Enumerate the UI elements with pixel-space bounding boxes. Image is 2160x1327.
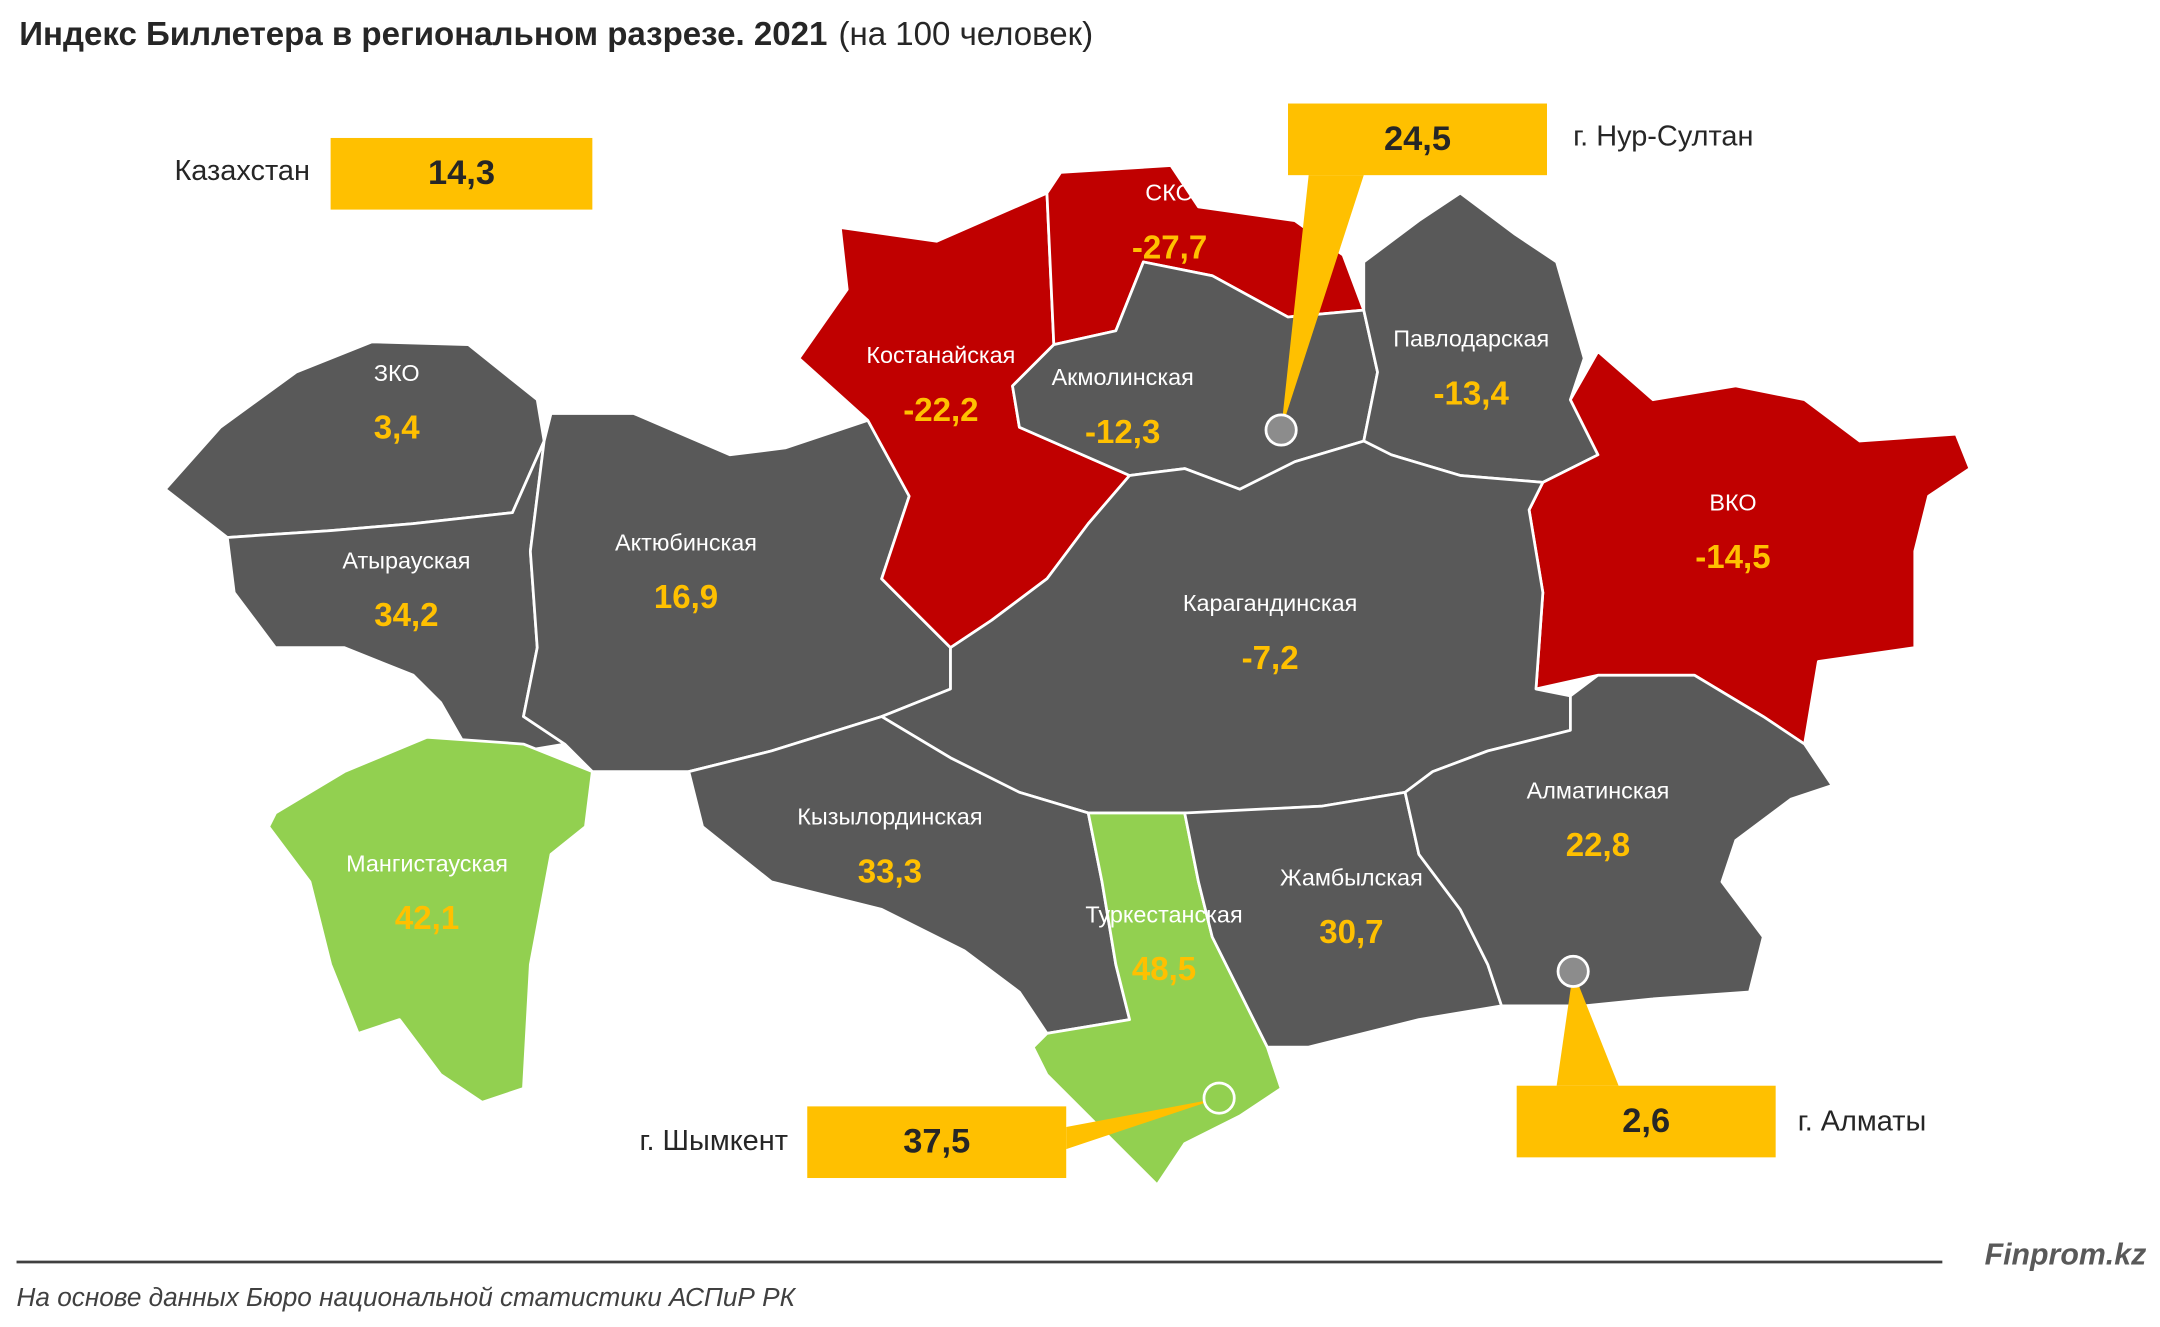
city-box	[1516, 1085, 1776, 1158]
region-shape	[1527, 350, 1972, 746]
title: Индекс Биллетера в региональном разрезе.…	[19, 16, 827, 53]
region-value: 33,3	[858, 853, 922, 890]
region-name: Туркестанская	[1085, 901, 1242, 927]
region-name: ВКО	[1709, 490, 1756, 516]
region-labels: ЗКО 3,4 Атырауская 34,2 Актюбинская 16,9 Манги…	[342, 180, 1770, 988]
city-marker	[1264, 413, 1298, 447]
region-value: 48,5	[1132, 951, 1196, 988]
region-value: -22,2	[903, 392, 978, 429]
city-name: г. Шымкент	[639, 1125, 787, 1157]
region-value: 34,2	[374, 597, 438, 634]
region-name: Мангистауская	[346, 850, 508, 876]
region-value: 42,1	[395, 900, 459, 937]
title-line: Индекс Биллетера в региональном разрезе.…	[19, 16, 1093, 53]
country-name: Казахстан	[174, 155, 309, 187]
subtitle: (на 100 человек)	[838, 16, 1093, 53]
region-value: -7,2	[1242, 640, 1299, 677]
region-name: Жамбылская	[1280, 864, 1423, 890]
region-name: Атырауская	[342, 547, 470, 573]
callout-pointer	[1556, 971, 1619, 1086]
region-name: Алматинская	[1527, 777, 1670, 803]
region-name: Кызылординская	[797, 804, 982, 830]
city-value: 2,6	[1622, 1102, 1670, 1140]
region-value: -14,5	[1695, 539, 1770, 576]
region-shape	[1403, 673, 1834, 1008]
city-name: г. Нур-Султан	[1573, 121, 1753, 153]
city-marker	[1202, 1081, 1236, 1115]
brand: Finprom.kz	[1985, 1239, 2147, 1272]
city-box	[1288, 103, 1547, 176]
region-name: Актюбинская	[615, 530, 757, 556]
region-value: 3,4	[374, 410, 421, 447]
region-value: -12,3	[1085, 414, 1160, 451]
region-name: Павлодарская	[1393, 326, 1549, 352]
regions	[163, 164, 1972, 1187]
region-shape	[163, 340, 546, 539]
city-box	[807, 1106, 1067, 1179]
city-value: 37,5	[903, 1123, 970, 1161]
region-value: -27,7	[1132, 229, 1207, 266]
region-name: Акмолинская	[1052, 364, 1194, 390]
region-value: 16,9	[654, 579, 718, 616]
region-value: -13,4	[1434, 375, 1510, 412]
region-value: 30,7	[1319, 914, 1383, 951]
country-box	[330, 137, 593, 210]
city-value: 24,5	[1384, 120, 1451, 158]
region-name: Костанайская	[866, 342, 1015, 368]
country-value: 14,3	[428, 154, 495, 192]
source: На основе данных Бюро национальной стати…	[17, 1282, 797, 1312]
region-name: ЗКО	[374, 360, 420, 386]
city-name: г. Алматы	[1798, 1106, 1927, 1138]
region-name: Карагандинская	[1183, 590, 1357, 616]
region-name: СКО	[1145, 180, 1193, 206]
region-shape	[267, 735, 594, 1104]
region-value: 22,8	[1566, 827, 1630, 864]
city-marker	[1556, 954, 1590, 988]
